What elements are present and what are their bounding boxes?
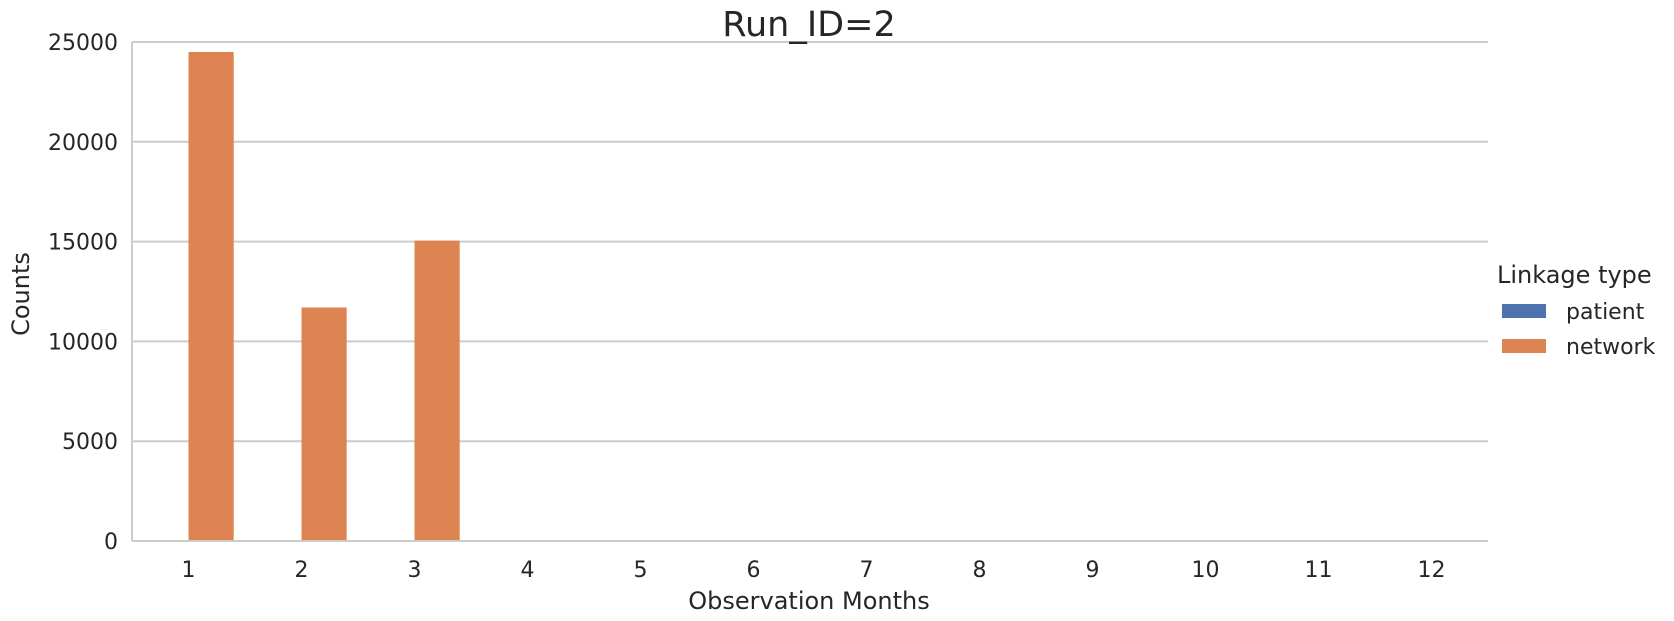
y-tick-label: 25000 <box>48 31 118 56</box>
bar-network-2 <box>301 307 347 541</box>
x-tick-label: 7 <box>860 558 874 583</box>
x-tick-label: 6 <box>747 558 761 583</box>
x-tick-label: 5 <box>634 558 648 583</box>
x-tick-label: 12 <box>1418 558 1446 583</box>
legend-swatch-patient <box>1502 304 1546 318</box>
axes <box>131 42 1488 542</box>
gridlines <box>132 41 1488 443</box>
legend-label-patient: patient <box>1566 300 1645 325</box>
y-tick-label: 0 <box>104 530 118 555</box>
x-tick-label: 8 <box>973 558 987 583</box>
x-tick-labels: 1 2 3 4 5 6 7 8 9 10 11 12 <box>182 558 1446 583</box>
bar-network-1 <box>188 51 234 541</box>
x-tick-label: 1 <box>182 558 196 583</box>
legend-label-network: network <box>1566 335 1656 360</box>
legend-swatch-network <box>1502 339 1546 353</box>
x-tick-label: 10 <box>1192 558 1220 583</box>
bar-network-3 <box>414 240 460 542</box>
x-tick-label: 11 <box>1305 558 1333 583</box>
bars <box>188 51 460 542</box>
y-tick-label: 15000 <box>48 231 118 256</box>
y-tick-labels: 0 5000 10000 15000 20000 25000 <box>48 31 118 555</box>
x-tick-label: 2 <box>295 558 309 583</box>
y-tick-label: 10000 <box>48 330 118 355</box>
chart-title: Run_ID=2 <box>722 5 895 45</box>
x-tick-label: 3 <box>408 558 422 583</box>
x-tick-label: 9 <box>1086 558 1100 583</box>
legend-title: Linkage type <box>1497 261 1652 289</box>
y-tick-label: 5000 <box>62 430 118 455</box>
y-tick-label: 20000 <box>48 131 118 156</box>
y-axis-label: Counts <box>7 252 35 336</box>
legend-items: patient network <box>1502 300 1656 360</box>
x-axis-label: Observation Months <box>688 587 930 615</box>
x-tick-label: 4 <box>521 558 535 583</box>
legend: Linkage type patient network <box>1497 261 1656 360</box>
